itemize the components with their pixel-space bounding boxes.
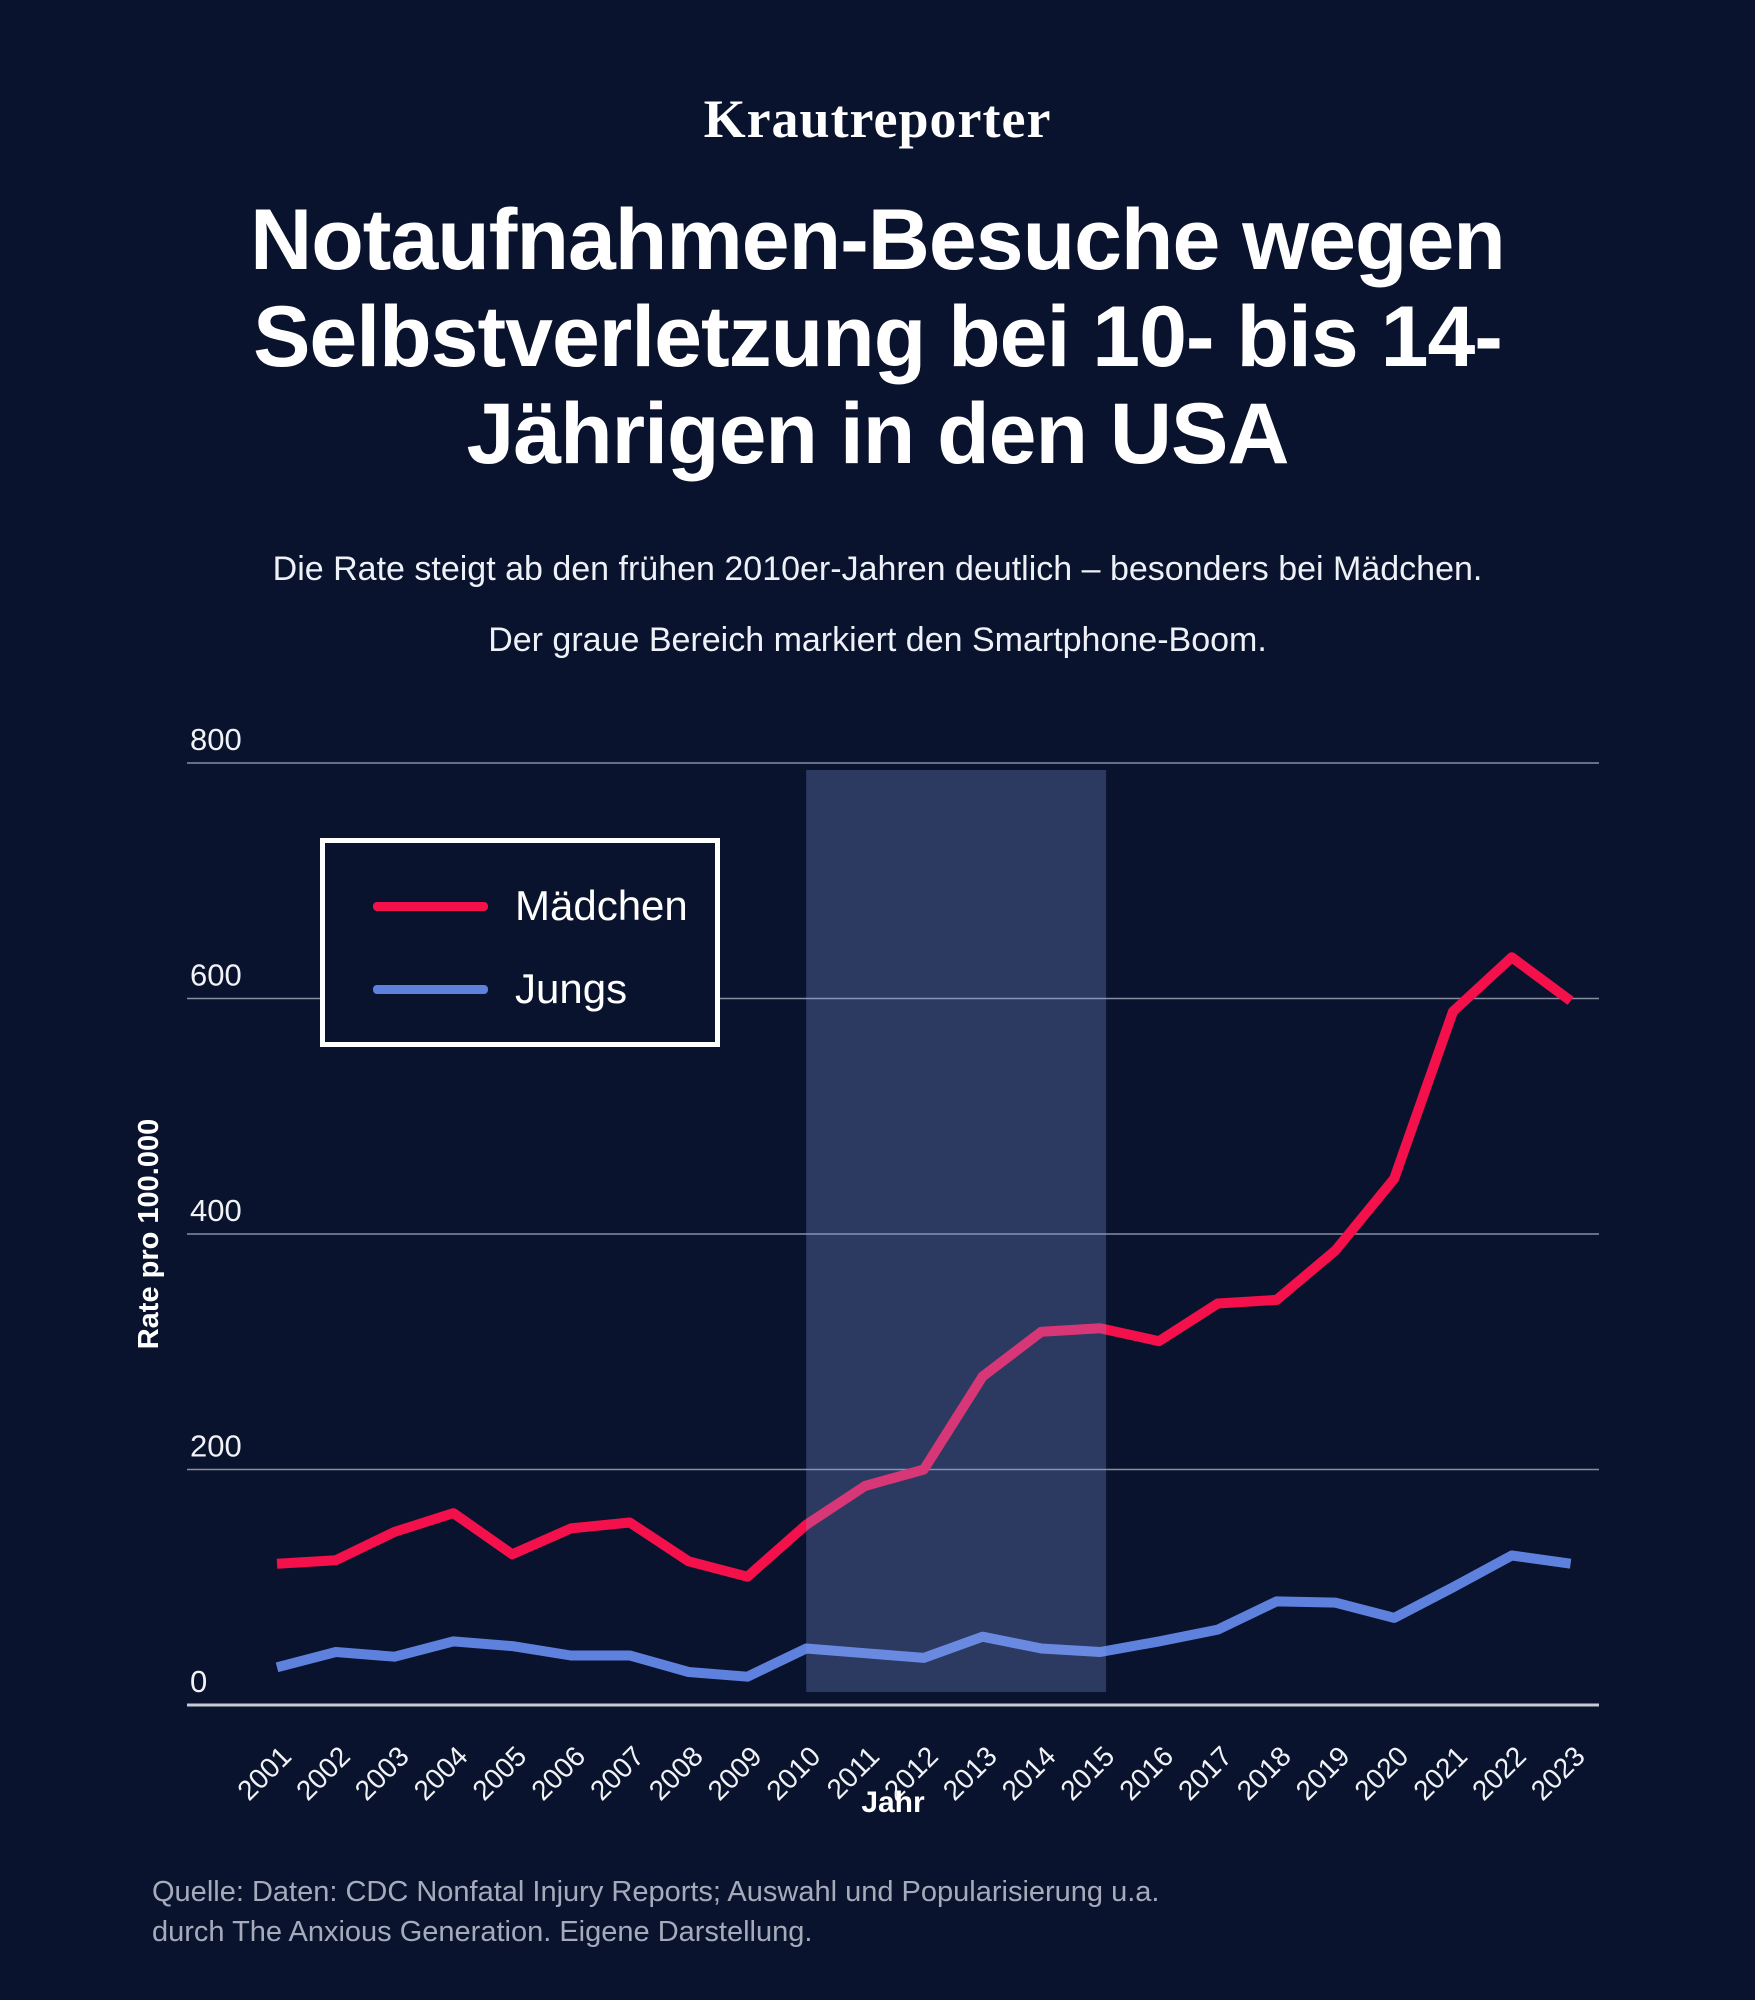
page-title: Notaufnahmen-Besuche wegen Selbstverletz…	[0, 192, 1755, 483]
title-line-2: Selbstverletzung bei 10- bis 14-	[253, 289, 1503, 385]
x-tick-label: 2009	[702, 1740, 768, 1806]
source-note: Quelle: Daten: CDC Nonfatal Injury Repor…	[152, 1872, 1159, 1952]
subtitle-line-1: Die Rate steigt ab den frühen 2010er-Jah…	[272, 550, 1483, 588]
x-tick-label: 2003	[349, 1740, 415, 1806]
x-tick-label: 2016	[1113, 1740, 1179, 1806]
x-tick-label: 2023	[1525, 1740, 1591, 1806]
x-tick-label: 2020	[1348, 1740, 1414, 1806]
x-tick-label: 2002	[290, 1740, 356, 1806]
legend-item-maedchen: Mädchen	[373, 882, 688, 929]
y-tick-label: 800	[190, 722, 242, 757]
krautreporter-logo: Krautreporter	[703, 89, 1052, 149]
x-tick-label: 2022	[1466, 1740, 1532, 1806]
x-tick-label: 2021	[1407, 1740, 1473, 1806]
jungs-line-swatch	[373, 984, 488, 994]
source-line-1: Quelle: Daten: CDC Nonfatal Injury Repor…	[152, 1876, 1160, 1908]
smartphone-boom-band	[806, 770, 1107, 1692]
legend-item-jungs: Jungs	[373, 965, 628, 1012]
x-tick-label: 2010	[760, 1740, 826, 1806]
subtitle-line-2: Der graue Bereich markiert den Smartphon…	[488, 621, 1267, 659]
x-tick-label: 2017	[1172, 1740, 1238, 1806]
legend-label-maedchen: Mädchen	[515, 882, 688, 929]
x-tick-label: 2013	[937, 1740, 1003, 1806]
x-tick-label: 2018	[1231, 1740, 1297, 1806]
x-tick-label: 2006	[525, 1740, 591, 1806]
x-tick-label: 2015	[1054, 1740, 1120, 1806]
page-subtitle: Die Rate steigt ab den frühen 2010er-Jah…	[0, 534, 1755, 676]
x-tick-label: 2019	[1290, 1740, 1356, 1806]
y-tick-label: 400	[190, 1193, 242, 1228]
y-tick-label: 600	[190, 958, 242, 993]
y-tick-label: 0	[190, 1664, 207, 1699]
series-line-jungs	[275, 1550, 1572, 1682]
x-tick-label: 2007	[584, 1740, 650, 1806]
source-line-2: durch The Anxious Generation. Eigene Dar…	[152, 1916, 813, 1948]
legend-label-jungs: Jungs	[515, 965, 628, 1012]
x-axis-title: Jahr	[861, 1786, 925, 1819]
title-line-1: Notaufnahmen-Besuche wegen	[250, 192, 1506, 288]
x-tick-label: 2004	[408, 1740, 474, 1806]
x-tick-label: 2008	[643, 1740, 709, 1806]
x-tick-label: 2014	[996, 1740, 1062, 1806]
y-tick-label: 200	[190, 1429, 242, 1464]
series-line-maedchen	[276, 952, 1574, 1582]
title-line-3: Jährigen in den USA	[466, 386, 1289, 482]
maedchen-line-swatch	[373, 901, 488, 911]
chart-legend: Mädchen Jungs	[320, 838, 720, 1047]
y-axis-title: Rate pro 100.000	[133, 1119, 165, 1350]
x-tick-label: 2001	[231, 1740, 297, 1806]
x-tick-label: 2005	[466, 1740, 532, 1806]
